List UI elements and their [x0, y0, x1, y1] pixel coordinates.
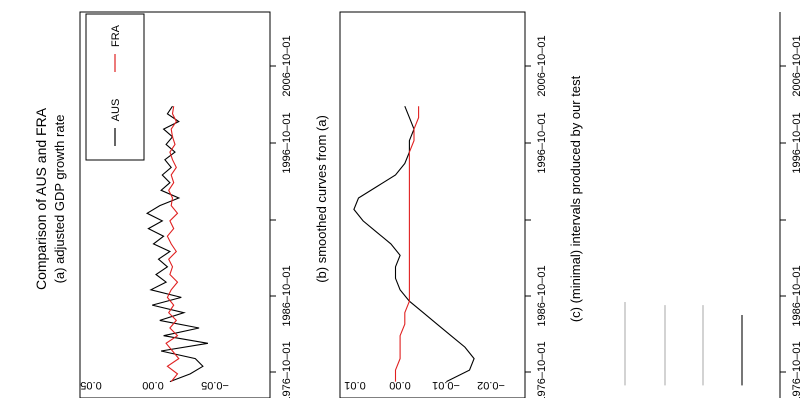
panel-c-subtitle: (c) (minimal) intervals produced by our … — [568, 75, 583, 322]
panel-b-series-line-fra — [394, 106, 420, 382]
panel-a-series-line-fra — [165, 106, 180, 382]
panel-a-subtitle: (a) adjusted GDP growth rate — [52, 115, 67, 284]
panel-a: (a) adjusted GDP growth rate 0.05 0.00 −… — [52, 11, 293, 403]
panel-a-y-tick-label: −0.05 — [201, 379, 229, 391]
panel-c-x-tick-label: 1996–10–01 — [791, 112, 803, 173]
panel-b-series-group — [353, 105, 475, 383]
panel-a-y-tick-label: 0.00 — [142, 379, 163, 391]
panel-a-x-tick-label: 1986–10–01 — [281, 265, 293, 326]
legend: AUS FRA — [85, 13, 145, 161]
chart-title: Comparison of AUS and FRA — [33, 107, 49, 290]
panel-b-y-tick-label: −0.02 — [477, 379, 505, 391]
panel-c-x-tick-label: 1986–10–01 — [791, 265, 803, 326]
legend-label-aus: AUS — [110, 99, 122, 122]
panel-b-plot-frame — [339, 11, 526, 399]
panel-b-x-tick-label: 1986–10–01 — [536, 265, 548, 326]
panel-b-x-tick-label: 2006–10–01 — [536, 35, 548, 96]
panel-a-x-tick-label: 1976–10–01 — [281, 341, 293, 398]
panel-a-x-tick-label: 1996–10–01 — [281, 112, 293, 173]
panel-c-interval-group — [624, 302, 743, 386]
panel-a-series-line-aus — [145, 105, 208, 383]
panel-c-x-tick-label: 1976–10–01 — [791, 341, 803, 398]
legend-label-fra: FRA — [110, 24, 122, 47]
panel-a-series-group — [145, 105, 208, 383]
panel-b: (b) smoothed curves from (a) 0.01 0.00 −… — [314, 11, 548, 403]
panel-a-y-tick-label: 0.05 — [80, 379, 101, 391]
panel-a-x-tick-label: 2006–10–01 — [281, 35, 293, 96]
panel-b-x-tick-label: 1996–10–01 — [536, 112, 548, 173]
panel-b-y-tick-label: −0.01 — [432, 379, 460, 391]
panel-b-x-tick-label: 1976–10–01 — [536, 341, 548, 398]
panel-b-series-line-aus — [353, 105, 475, 383]
panel-b-y-tick-label: 0.01 — [344, 379, 365, 391]
panel-c: (c) (minimal) intervals produced by our … — [568, 12, 803, 403]
panel-b-subtitle: (b) smoothed curves from (a) — [314, 115, 329, 283]
panel-b-y-tick-label: 0.00 — [389, 379, 410, 391]
panel-c-x-tick-label: 2006–10–01 — [791, 35, 803, 96]
